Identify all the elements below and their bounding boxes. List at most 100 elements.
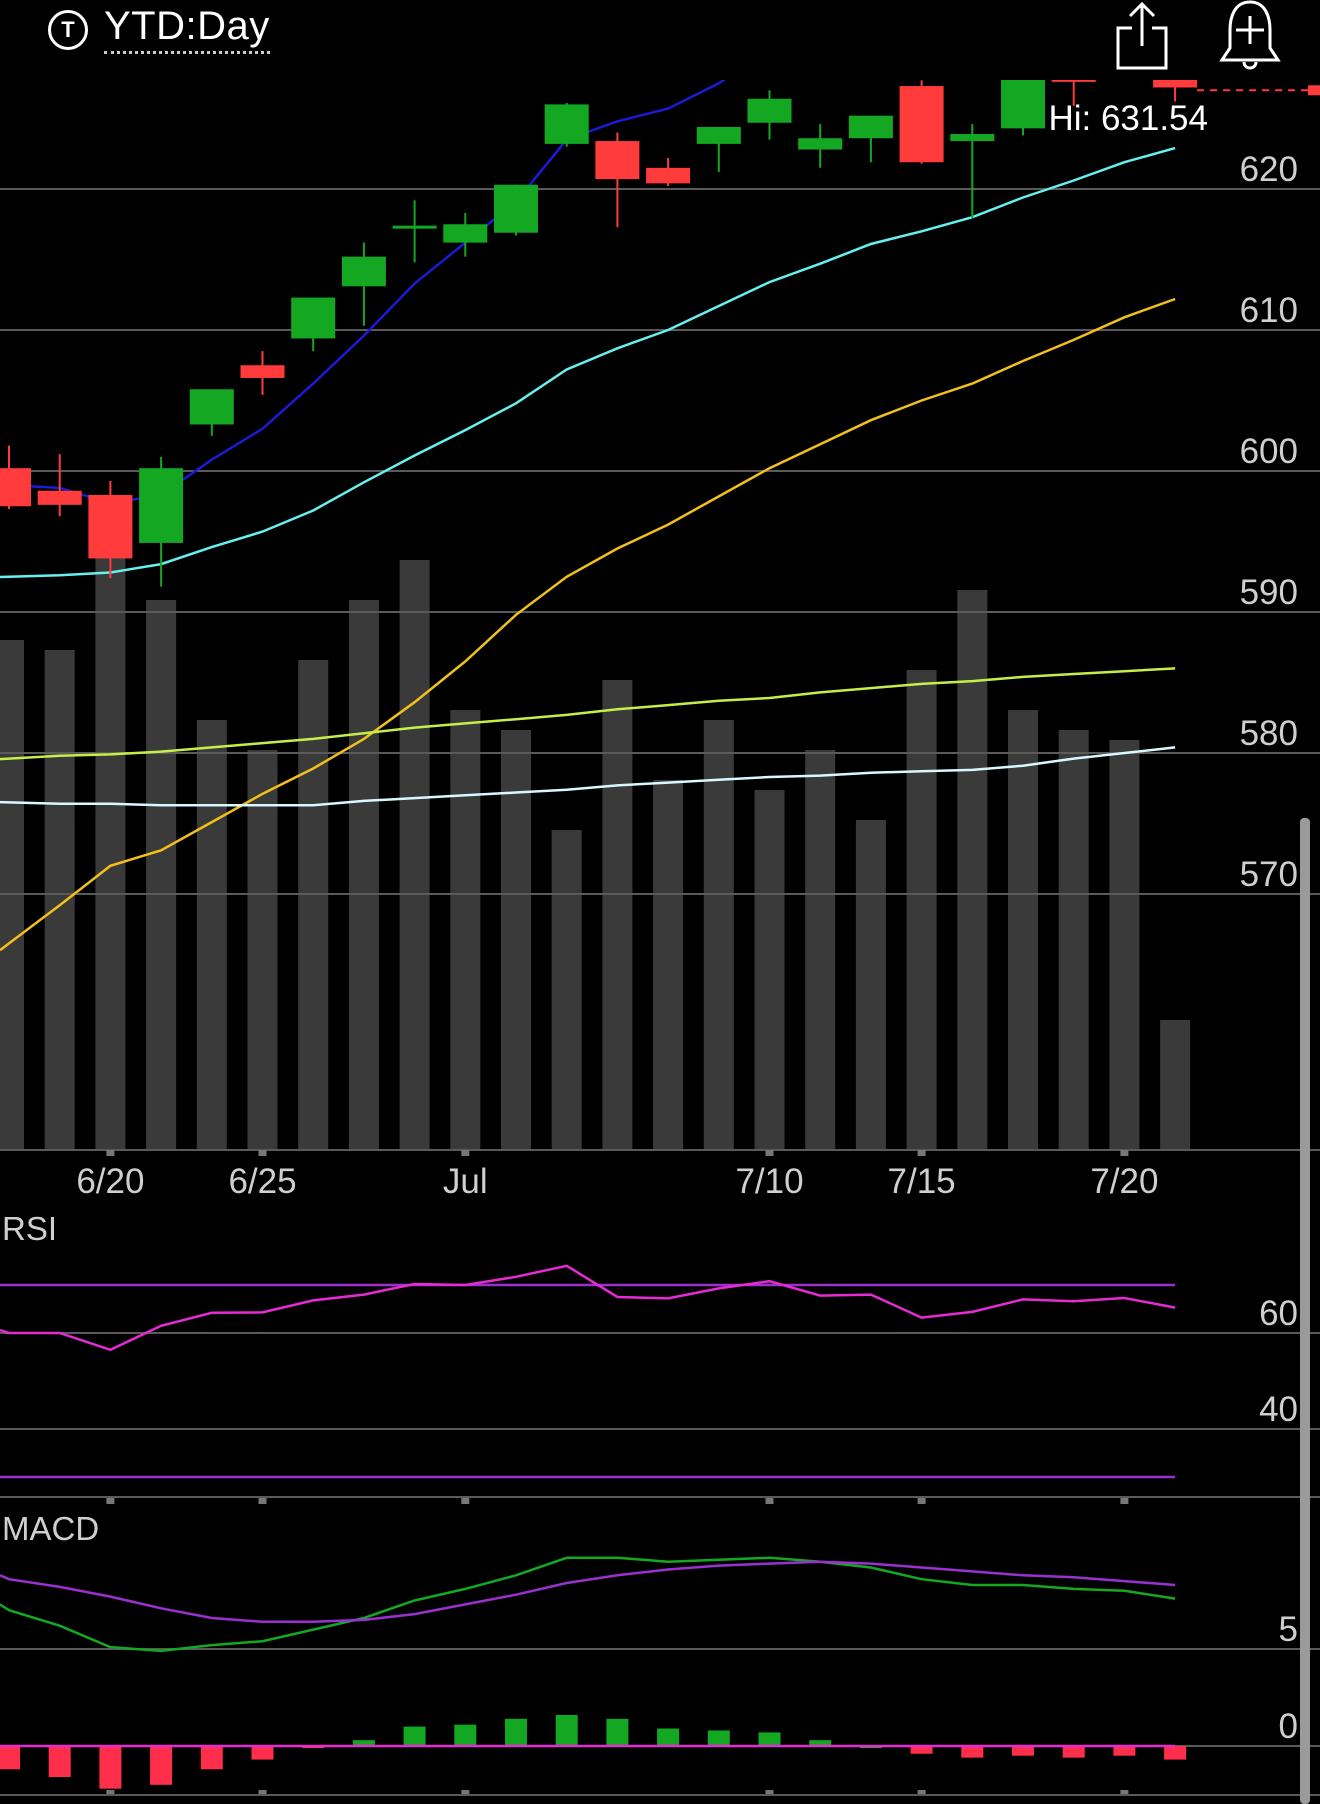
- macd-histogram-bar: [1012, 1746, 1034, 1756]
- volume-bar: [602, 680, 633, 1150]
- macd-line: [0, 1556, 1176, 1653]
- volume-bar: [1058, 730, 1089, 1150]
- rsi-line: [0, 1264, 1176, 1352]
- date-axis-label: Jul: [443, 1162, 488, 1201]
- date-axis-tick: [1120, 1150, 1129, 1156]
- macd-histogram-bar: [1164, 1746, 1187, 1760]
- macd-histogram-bar: [48, 1746, 71, 1778]
- candle-body: [240, 365, 285, 378]
- macd-histogram-bar: [657, 1728, 680, 1746]
- candle-body: [899, 86, 944, 163]
- date-axis-label: 7/20: [1090, 1162, 1158, 1201]
- date-axis-tick: [917, 1498, 926, 1504]
- volume-bar: [95, 540, 126, 1150]
- candle-body: [848, 115, 893, 139]
- volume-bar: [247, 750, 278, 1150]
- candle-body: [494, 184, 538, 233]
- high-price-label: Hi: 631.54: [1048, 99, 1208, 138]
- date-axis-tick: [106, 1498, 115, 1504]
- ticker-logo-icon: T: [48, 10, 88, 50]
- candle-body: [950, 134, 995, 142]
- moving-average-line: [0, 746, 1176, 807]
- candle-body: [798, 138, 843, 150]
- macd-label: MACD: [2, 1510, 99, 1547]
- macd-histogram-bar: [99, 1746, 122, 1789]
- macd-histogram-bar: [505, 1718, 527, 1746]
- date-axis-tick: [258, 1498, 267, 1504]
- date-axis-tick: [258, 1790, 267, 1796]
- price-panel[interactable]: 630620610600590580570Hi: 631.546/206/25J…: [0, 80, 1320, 1796]
- date-axis-label: 6/25: [228, 1162, 296, 1201]
- macd-tick-label: 0: [1279, 1707, 1298, 1746]
- volume-bar: [855, 820, 886, 1150]
- date-axis-tick: [765, 1150, 774, 1156]
- macd-histogram-bar: [150, 1746, 173, 1785]
- candle-body: [595, 141, 640, 180]
- volume-bar: [1160, 1020, 1191, 1150]
- chart-header: T YTD:Day: [0, 0, 1320, 80]
- volume-bar: [754, 790, 785, 1150]
- volume-bar: [348, 600, 379, 1150]
- date-axis-label: 7/15: [888, 1162, 956, 1201]
- price-tick-label: 590: [1240, 573, 1298, 612]
- volume-bar: [196, 720, 227, 1150]
- date-axis-tick: [461, 1790, 470, 1796]
- date-axis-tick: [1120, 1790, 1129, 1796]
- macd-histogram-bar: [758, 1732, 781, 1746]
- scrollbar[interactable]: [1300, 818, 1310, 1804]
- macd-signal-line: [0, 1560, 1176, 1624]
- volume-bar: [1109, 740, 1140, 1150]
- price-tick-label: 610: [1240, 291, 1298, 330]
- candle-body: [392, 225, 437, 229]
- candle-body: [1153, 80, 1198, 88]
- rsi-tick-label: 40: [1259, 1390, 1298, 1429]
- candle-body: [37, 490, 82, 505]
- candle-body: [1051, 80, 1096, 82]
- macd-histogram-bar: [403, 1726, 426, 1746]
- macd-tick-label: 5: [1279, 1610, 1298, 1649]
- candle-body: [443, 224, 488, 243]
- candle-body: [88, 494, 133, 559]
- timeframe-selector[interactable]: YTD:Day: [104, 4, 270, 54]
- volume-bar: [653, 780, 684, 1150]
- volume-bar: [44, 650, 75, 1150]
- date-axis-tick: [106, 1150, 115, 1156]
- volume-bar: [551, 830, 582, 1150]
- candle-body: [696, 126, 741, 144]
- macd-histogram-bar: [200, 1746, 223, 1770]
- macd-histogram-bar: [352, 1740, 375, 1746]
- moving-average-line: [0, 667, 1176, 761]
- date-axis-tick: [765, 1498, 774, 1504]
- moving-average-line: [0, 297, 1176, 952]
- macd-histogram-bar: [961, 1746, 984, 1758]
- share-icon[interactable]: [1112, 0, 1172, 72]
- bell-plus-icon[interactable]: [1218, 0, 1282, 72]
- current-price-marker: [1308, 85, 1320, 96]
- date-axis-tick: [461, 1150, 470, 1156]
- date-axis-tick: [106, 1790, 115, 1796]
- date-axis-tick: [917, 1150, 926, 1156]
- volume-bar: [501, 730, 531, 1150]
- price-tick-label: 580: [1240, 714, 1298, 753]
- candle-body: [646, 167, 691, 184]
- date-axis-label: 6/20: [76, 1162, 144, 1201]
- candle-body: [544, 104, 589, 144]
- macd-panel: MACD 5 0: [0, 1510, 1320, 1796]
- volume-bar: [1008, 710, 1038, 1150]
- macd-histogram-bar: [1062, 1746, 1085, 1758]
- stock-chart[interactable]: 630620610600590580570Hi: 631.546/206/25J…: [0, 80, 1320, 1804]
- volume-bar: [298, 660, 329, 1150]
- candle-body: [291, 297, 336, 339]
- macd-histogram-bar: [555, 1714, 578, 1746]
- macd-histogram-bar: [809, 1740, 832, 1746]
- date-axis-tick: [461, 1498, 470, 1504]
- macd-histogram-bar: [1113, 1746, 1136, 1756]
- date-axis-tick: [917, 1790, 926, 1796]
- rsi-tick-label: 60: [1259, 1294, 1298, 1333]
- macd-histogram-bar: [910, 1746, 933, 1754]
- rsi-panel: RSI 60 40: [0, 1210, 1320, 1498]
- date-axis-tick: [1120, 1498, 1129, 1504]
- date-axis-label: 7/10: [735, 1162, 803, 1201]
- candle-body: [0, 468, 31, 507]
- macd-histogram-bar: [0, 1746, 20, 1770]
